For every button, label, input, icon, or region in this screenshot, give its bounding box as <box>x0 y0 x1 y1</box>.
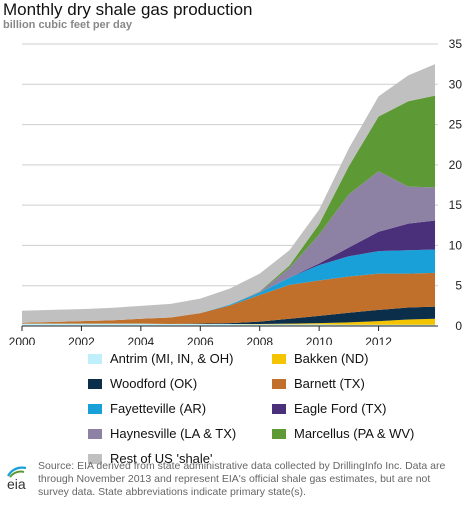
x-tick-label: 2004 <box>128 335 155 345</box>
chart-subtitle: billion cubic feet per day <box>3 19 132 31</box>
y-tick-label: 15 <box>449 198 463 212</box>
legend-swatch <box>272 403 286 414</box>
axes <box>21 325 438 331</box>
legend-label: Bakken (ND) <box>294 351 369 366</box>
legend-label: Antrim (MI, IN, & OH) <box>110 351 234 366</box>
area-marcellus-pa-wv <box>22 95 436 323</box>
legend-label: Rest of US 'shale' <box>110 451 213 466</box>
x-tick-label: 2010 <box>306 335 333 345</box>
legend-swatch <box>88 453 102 464</box>
y-tick-label: 10 <box>449 238 463 252</box>
eia-logo: eia <box>7 466 27 492</box>
logo-text: eia <box>7 476 26 492</box>
x-tick-labels: 2000 2002 2004 2006 2008 2010 2012 <box>9 335 393 345</box>
chart-title: Monthly dry shale gas production <box>3 0 253 19</box>
legend-swatch <box>272 378 286 389</box>
legend-label: Fayetteville (AR) <box>110 401 207 416</box>
legend-item: Antrim (MI, IN, & OH) <box>88 351 234 366</box>
legend-swatch <box>272 428 286 439</box>
legend-swatch <box>88 403 102 414</box>
area-woodford-ok <box>22 306 436 324</box>
legend-item: Marcellus (PA & WV) <box>272 426 414 441</box>
area-barnett-tx <box>22 272 436 324</box>
legend-label: Eagle Ford (TX) <box>294 401 387 416</box>
source-note: Source: EIA derived from state administr… <box>38 460 446 498</box>
x-tick-label: 2000 <box>9 335 36 345</box>
legend: Antrim (MI, IN, & OH) Bakken (ND) Woodford… <box>0 345 468 466</box>
legend-label: Haynesville (LA & TX) <box>110 426 237 441</box>
area-antrim-mi-in-oh <box>22 323 436 326</box>
legend-swatch <box>272 353 286 364</box>
y-tick-label: 0 <box>455 319 462 333</box>
legend-item: Haynesville (LA & TX) <box>88 426 236 441</box>
legend-item: Barnett (TX) <box>272 376 365 391</box>
area-fayetteville-ar <box>22 249 436 323</box>
y-tick-labels: 0 5 10 15 20 25 30 35 <box>449 37 463 333</box>
legend-swatch <box>88 353 102 364</box>
x-tick-label: 2002 <box>68 335 95 345</box>
legend-label: Barnett (TX) <box>294 376 365 391</box>
area-rest-of-us-shale <box>22 64 436 323</box>
y-tick-label: 25 <box>449 118 463 132</box>
legend-swatch <box>88 428 102 439</box>
legend-item: Bakken (ND) <box>272 351 368 366</box>
footer: eia Source: EIA derived from state admin… <box>0 460 468 508</box>
legend-item: Woodford (OK) <box>88 376 197 391</box>
area-eagle-ford-tx <box>22 220 436 323</box>
legend-item: Eagle Ford (TX) <box>272 401 386 416</box>
x-tick-label: 2006 <box>187 335 214 345</box>
y-tick-label: 35 <box>449 37 463 51</box>
area-bakken-nd <box>22 318 436 325</box>
legend-label: Woodford (OK) <box>110 376 198 391</box>
legend-label: Marcellus (PA & WV) <box>294 426 415 441</box>
x-tick-label: 2008 <box>246 335 273 345</box>
legend-item: Rest of US 'shale' <box>88 451 213 466</box>
area-series <box>22 64 436 326</box>
y-tick-label: 5 <box>455 279 462 293</box>
area-haynesville-la-tx <box>22 171 436 323</box>
y-tick-label: 30 <box>449 77 463 91</box>
legend-swatch <box>88 378 102 389</box>
y-tick-label: 20 <box>449 158 463 172</box>
x-tick-label: 2012 <box>365 335 392 345</box>
legend-item: Fayetteville (AR) <box>88 401 206 416</box>
